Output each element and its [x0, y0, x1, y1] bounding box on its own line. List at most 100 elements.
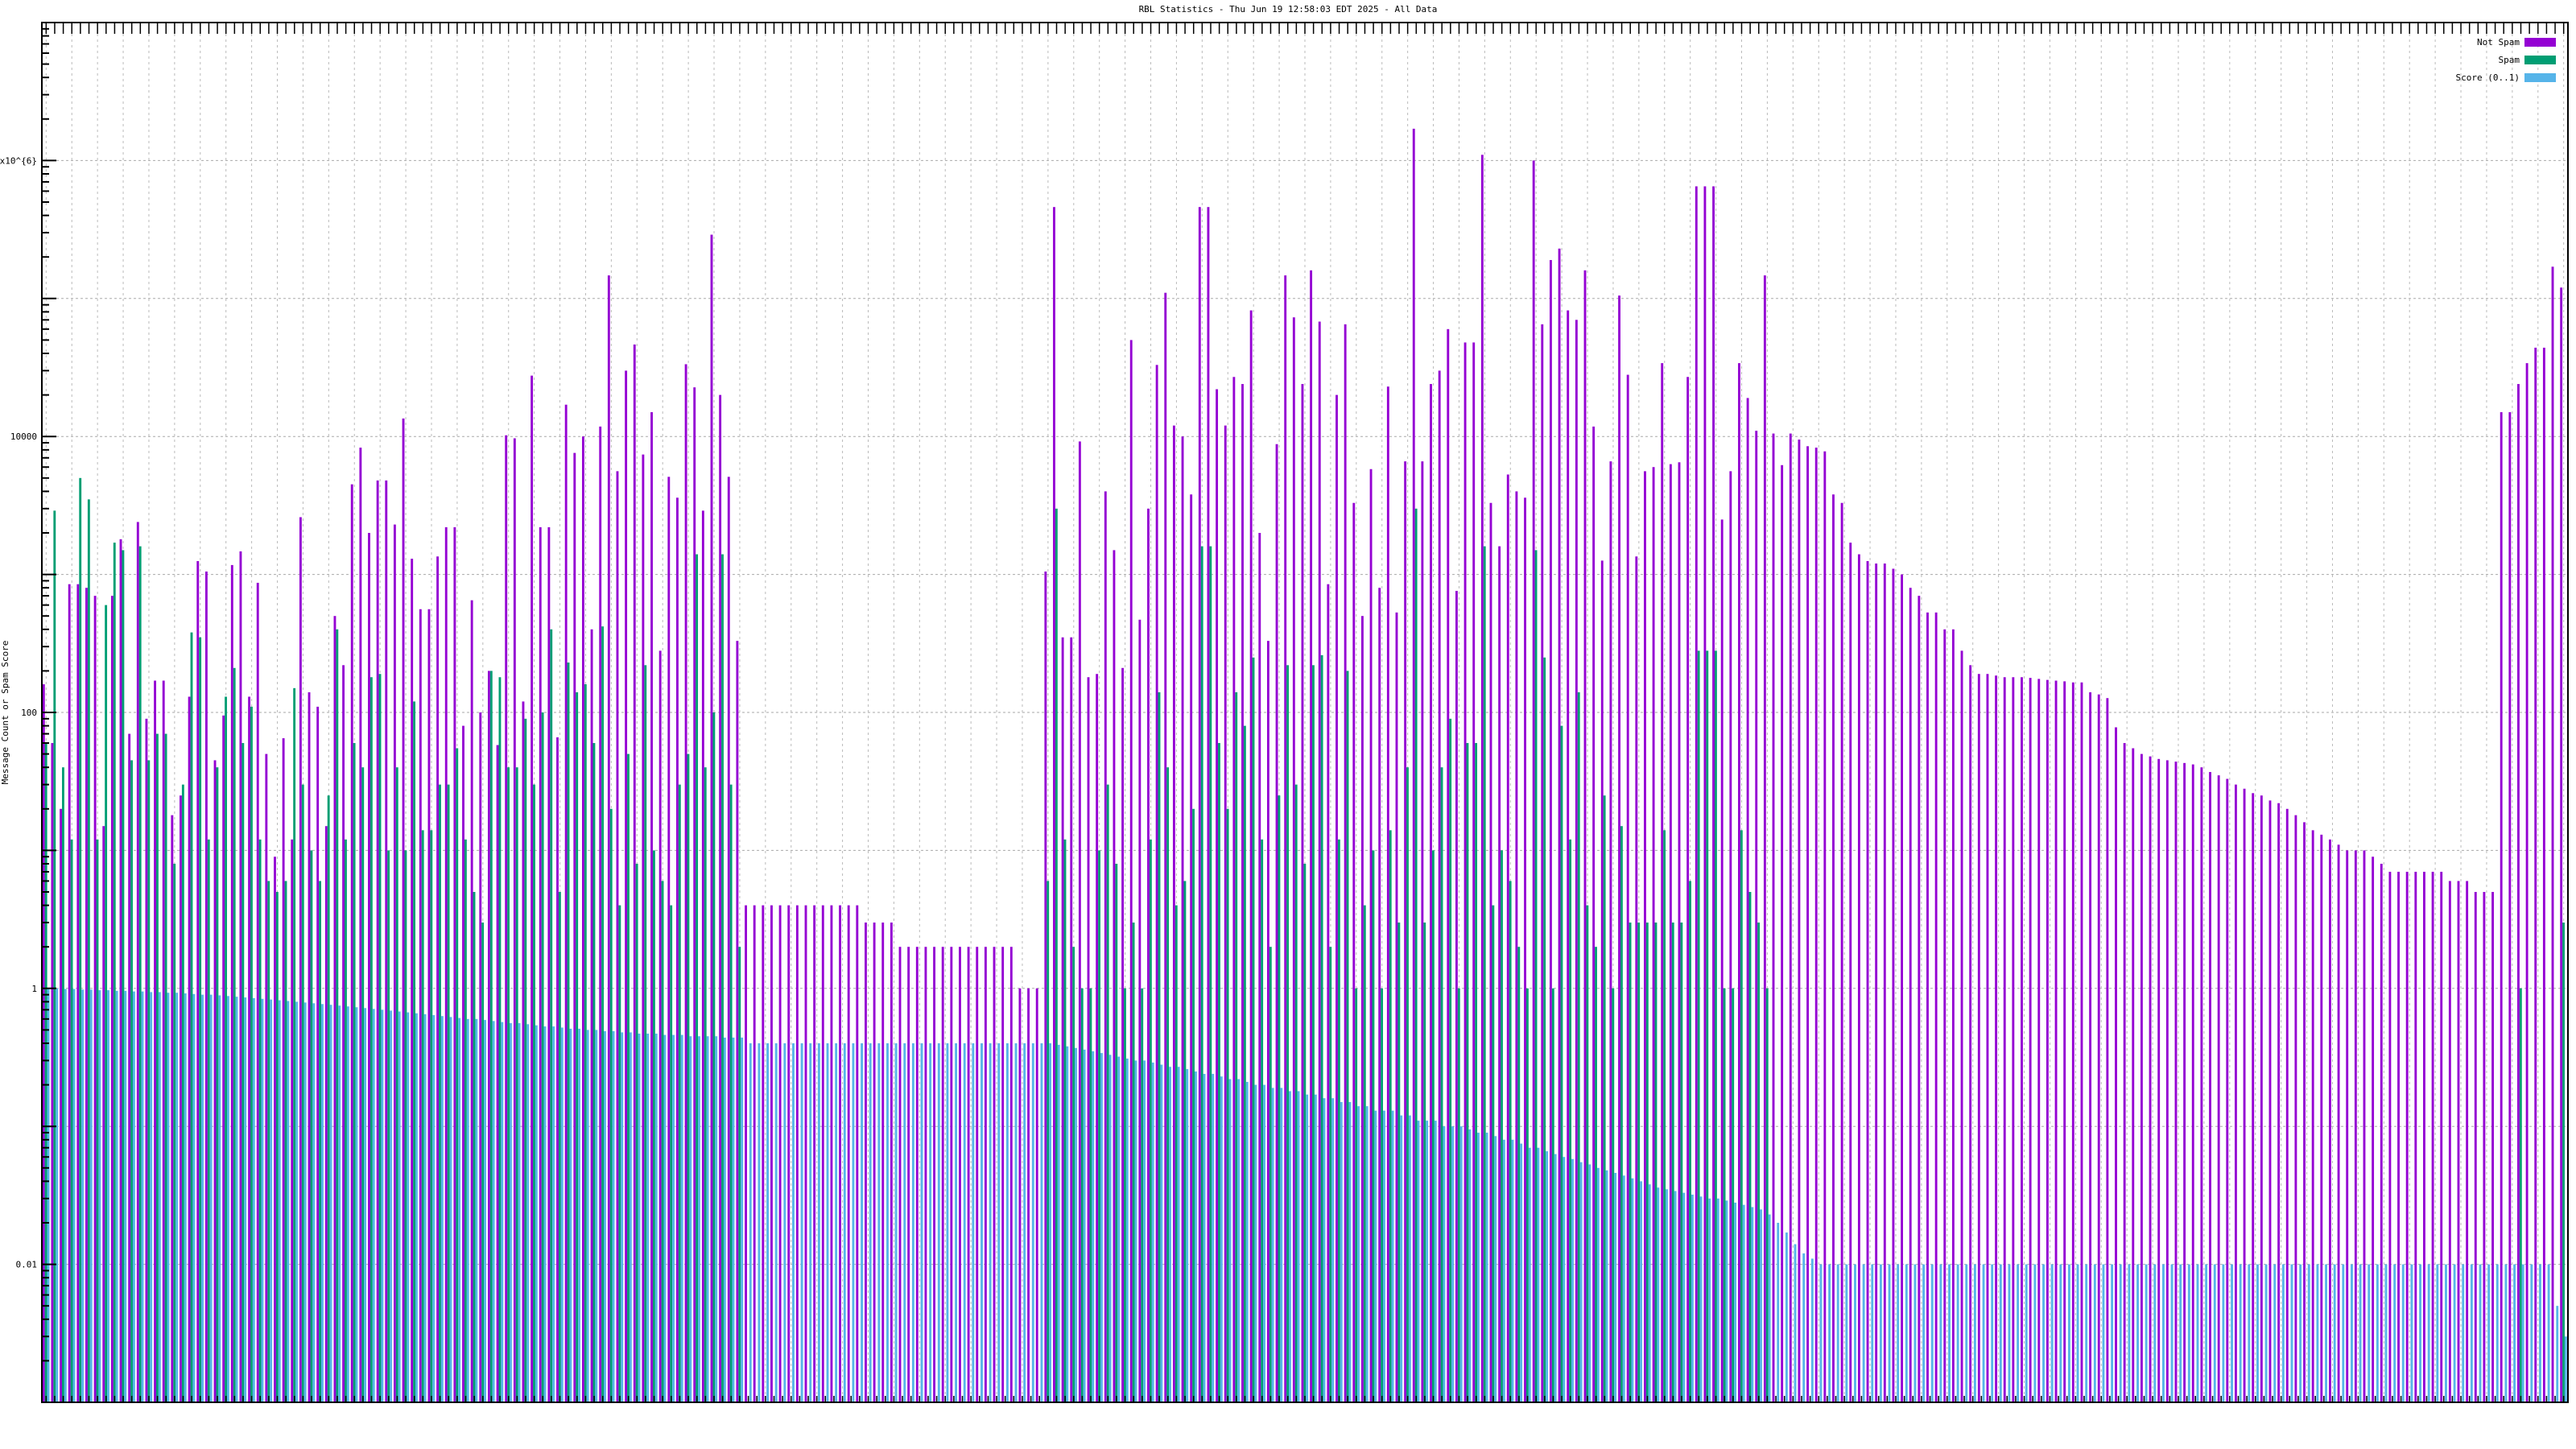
bar-not-spam: [2474, 891, 2477, 1402]
legend-label: Spam: [2499, 55, 2520, 65]
bar-not-spam: [513, 438, 516, 1403]
bar-score: [1117, 1056, 1121, 1402]
bar-not-spam: [1806, 446, 1810, 1402]
bar-not-spam: [1070, 637, 1073, 1402]
bar-spam: [1063, 839, 1067, 1402]
bar-spam: [533, 784, 535, 1402]
bar-not-spam: [1327, 584, 1330, 1402]
bar-not-spam: [2551, 266, 2554, 1403]
bar-score: [1014, 1043, 1018, 1402]
bar-not-spam: [1661, 363, 1664, 1403]
bar-spam: [1055, 508, 1058, 1402]
bar-not-spam: [719, 394, 722, 1402]
bar-not-spam: [2560, 287, 2563, 1403]
bar-not-spam: [316, 706, 320, 1402]
bar-score: [1075, 1047, 1077, 1402]
bar-spam: [250, 706, 253, 1402]
bar-score: [1520, 1143, 1523, 1402]
bar-score: [98, 990, 101, 1402]
bar-score: [1819, 1264, 1823, 1402]
bar-spam: [1149, 839, 1152, 1402]
bar-not-spam: [479, 712, 482, 1402]
bar-spam: [1080, 988, 1084, 1402]
bar-score: [303, 1002, 307, 1402]
bar-spam: [1423, 923, 1426, 1402]
bar-spam: [1620, 826, 1623, 1402]
bar-not-spam: [213, 760, 217, 1402]
bar-not-spam: [873, 923, 876, 1402]
bar-not-spam: [256, 582, 259, 1402]
bar-spam: [1389, 830, 1392, 1402]
bar-not-spam: [1626, 374, 1629, 1402]
bar-score: [390, 1010, 392, 1402]
bar-score: [2556, 1306, 2559, 1402]
bar-spam: [44, 743, 47, 1402]
bar-spam: [1320, 654, 1323, 1402]
bar-not-spam: [984, 947, 987, 1402]
bar-not-spam: [762, 905, 765, 1402]
bar-score: [2273, 1264, 2277, 1402]
bar-not-spam: [933, 947, 936, 1402]
bar-not-spam: [1618, 295, 1620, 1402]
bar-not-spam: [2054, 680, 2058, 1402]
bar-spam: [558, 891, 561, 1402]
bar-not-spam: [1703, 186, 1707, 1402]
bar-not-spam: [736, 641, 739, 1402]
bar-score: [2299, 1264, 2302, 1402]
bar-score: [715, 1036, 718, 1402]
bar-score: [132, 991, 135, 1402]
bar-not-spam: [102, 826, 105, 1402]
bar-score: [338, 1005, 341, 1402]
bar-not-spam: [2021, 677, 2023, 1402]
bar-spam: [173, 864, 176, 1402]
bar-score: [1785, 1232, 1788, 1402]
bar-not-spam: [1121, 667, 1125, 1402]
bar-spam: [1235, 691, 1238, 1402]
bar-spam: [1740, 830, 1743, 1402]
bar-spam: [1141, 988, 1144, 1402]
bar-not-spam: [1772, 433, 1775, 1403]
bar-not-spam: [1344, 324, 1347, 1402]
bar-spam: [61, 767, 64, 1402]
bar-score: [1777, 1223, 1780, 1402]
bar-spam: [456, 748, 459, 1402]
bar-spam: [190, 632, 193, 1402]
bar-spam: [1492, 905, 1495, 1402]
y-tick-label: 10000: [10, 431, 37, 442]
bar-not-spam: [274, 857, 276, 1402]
bar-score: [1690, 1195, 1694, 1402]
bar-not-spam: [564, 404, 568, 1402]
bar-not-spam: [1164, 292, 1167, 1402]
bar-not-spam: [1849, 543, 1852, 1402]
bar-score: [466, 1018, 469, 1402]
bar-spam: [387, 850, 390, 1402]
bar-score: [1443, 1126, 1446, 1402]
bar-score: [869, 1043, 872, 1402]
bar-spam: [1534, 550, 1538, 1402]
bar-score: [552, 1026, 555, 1402]
bar-not-spam: [684, 364, 687, 1402]
bar-score: [646, 1034, 650, 1402]
bar-spam: [369, 677, 373, 1402]
bar-not-spam: [1678, 462, 1681, 1403]
bar-not-spam: [427, 609, 431, 1402]
bar-not-spam: [2080, 682, 2083, 1402]
bar-score: [1982, 1264, 1985, 1402]
bar-score: [1879, 1264, 1882, 1402]
bar-score: [2067, 1264, 2070, 1402]
bar-score: [698, 1036, 700, 1402]
bar-score: [1100, 1053, 1103, 1402]
bar-spam: [242, 743, 245, 1402]
bar-score: [2102, 1264, 2105, 1402]
bar-not-spam: [136, 522, 139, 1402]
bar-not-spam: [658, 650, 662, 1402]
bar-spam: [1723, 988, 1726, 1402]
bar-spam: [618, 905, 621, 1402]
bar-not-spam: [2491, 891, 2494, 1402]
bar-score: [1965, 1264, 1968, 1402]
bar-not-spam: [1232, 377, 1236, 1402]
bar-spam: [1200, 546, 1203, 1403]
bar-not-spam: [291, 839, 294, 1402]
bar-score: [2445, 1264, 2447, 1402]
bar-not-spam: [2268, 800, 2272, 1402]
